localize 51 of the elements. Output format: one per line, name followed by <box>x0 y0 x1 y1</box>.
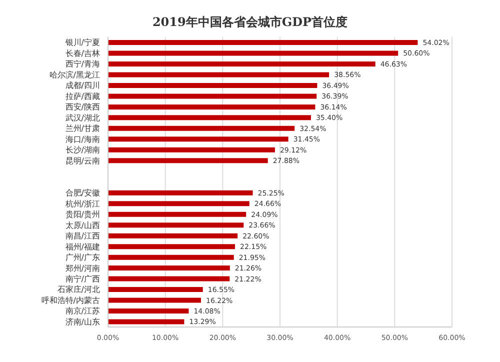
bar <box>108 201 250 206</box>
bar <box>108 244 235 250</box>
bar <box>108 308 189 314</box>
bar <box>108 115 311 120</box>
y-tick-label: 成都/四川 <box>65 81 100 90</box>
bar <box>108 136 288 142</box>
y-tick-label: 昆明/云南 <box>65 156 100 166</box>
bar <box>108 212 246 217</box>
bar <box>108 126 295 131</box>
y-tick-label: 贵阳/贵州 <box>65 210 100 220</box>
y-tick-label: 西安/陕西 <box>65 102 100 112</box>
bar <box>108 147 275 152</box>
y-tick-label: 长沙/湖南 <box>65 146 100 155</box>
bar <box>108 158 268 164</box>
bar <box>108 94 317 99</box>
bar <box>108 287 203 292</box>
bar <box>108 82 318 88</box>
bar <box>108 266 230 271</box>
y-tick-label: 郑州/河南 <box>65 264 100 273</box>
y-tick-label: 济南/山东 <box>65 317 100 326</box>
bar <box>108 233 238 238</box>
bar <box>108 276 230 282</box>
y-tick-label: 石家庄/河北 <box>57 285 100 294</box>
y-tick-label: 海口/海南 <box>65 134 100 144</box>
bar <box>108 190 253 196</box>
y-tick-label: 南宁/广西 <box>65 274 100 284</box>
bar <box>108 222 244 228</box>
y-tick-label: 合肥/安徽 <box>65 188 100 198</box>
y-tick-label: 哈尔滨/黑龙江 <box>49 70 100 80</box>
y-tick-label: 呼和浩特/内蒙古 <box>41 296 100 305</box>
bar <box>108 61 376 66</box>
bar <box>108 319 184 324</box>
y-tick-label: 拉萨/西藏 <box>65 92 100 101</box>
bar <box>108 72 330 78</box>
bar <box>108 254 234 260</box>
y-tick-label: 南昌/江西 <box>65 232 100 241</box>
y-tick-label: 武汉/湖北 <box>65 113 100 122</box>
y-tick-label: 银川/宁夏 <box>64 38 100 48</box>
bar <box>108 104 316 110</box>
y-tick-label: 西宁/青海 <box>65 60 100 69</box>
bar <box>108 298 201 303</box>
y-tick-label: 南京/江苏 <box>65 306 100 316</box>
y-tick-label: 长春/吉林 <box>65 48 100 58</box>
y-tick-label: 福州/福建 <box>65 242 100 252</box>
bar <box>108 40 418 45</box>
y-tick-label: 广州/广东 <box>65 253 100 262</box>
chart-title: 2019年中国各省会城市GDP首位度 <box>151 14 349 31</box>
bar <box>108 50 398 56</box>
y-tick-label: 太原/山西 <box>65 220 100 230</box>
y-tick-label: 杭州/浙江 <box>64 199 100 208</box>
y-tick-label: 兰州/甘肃 <box>65 124 100 134</box>
